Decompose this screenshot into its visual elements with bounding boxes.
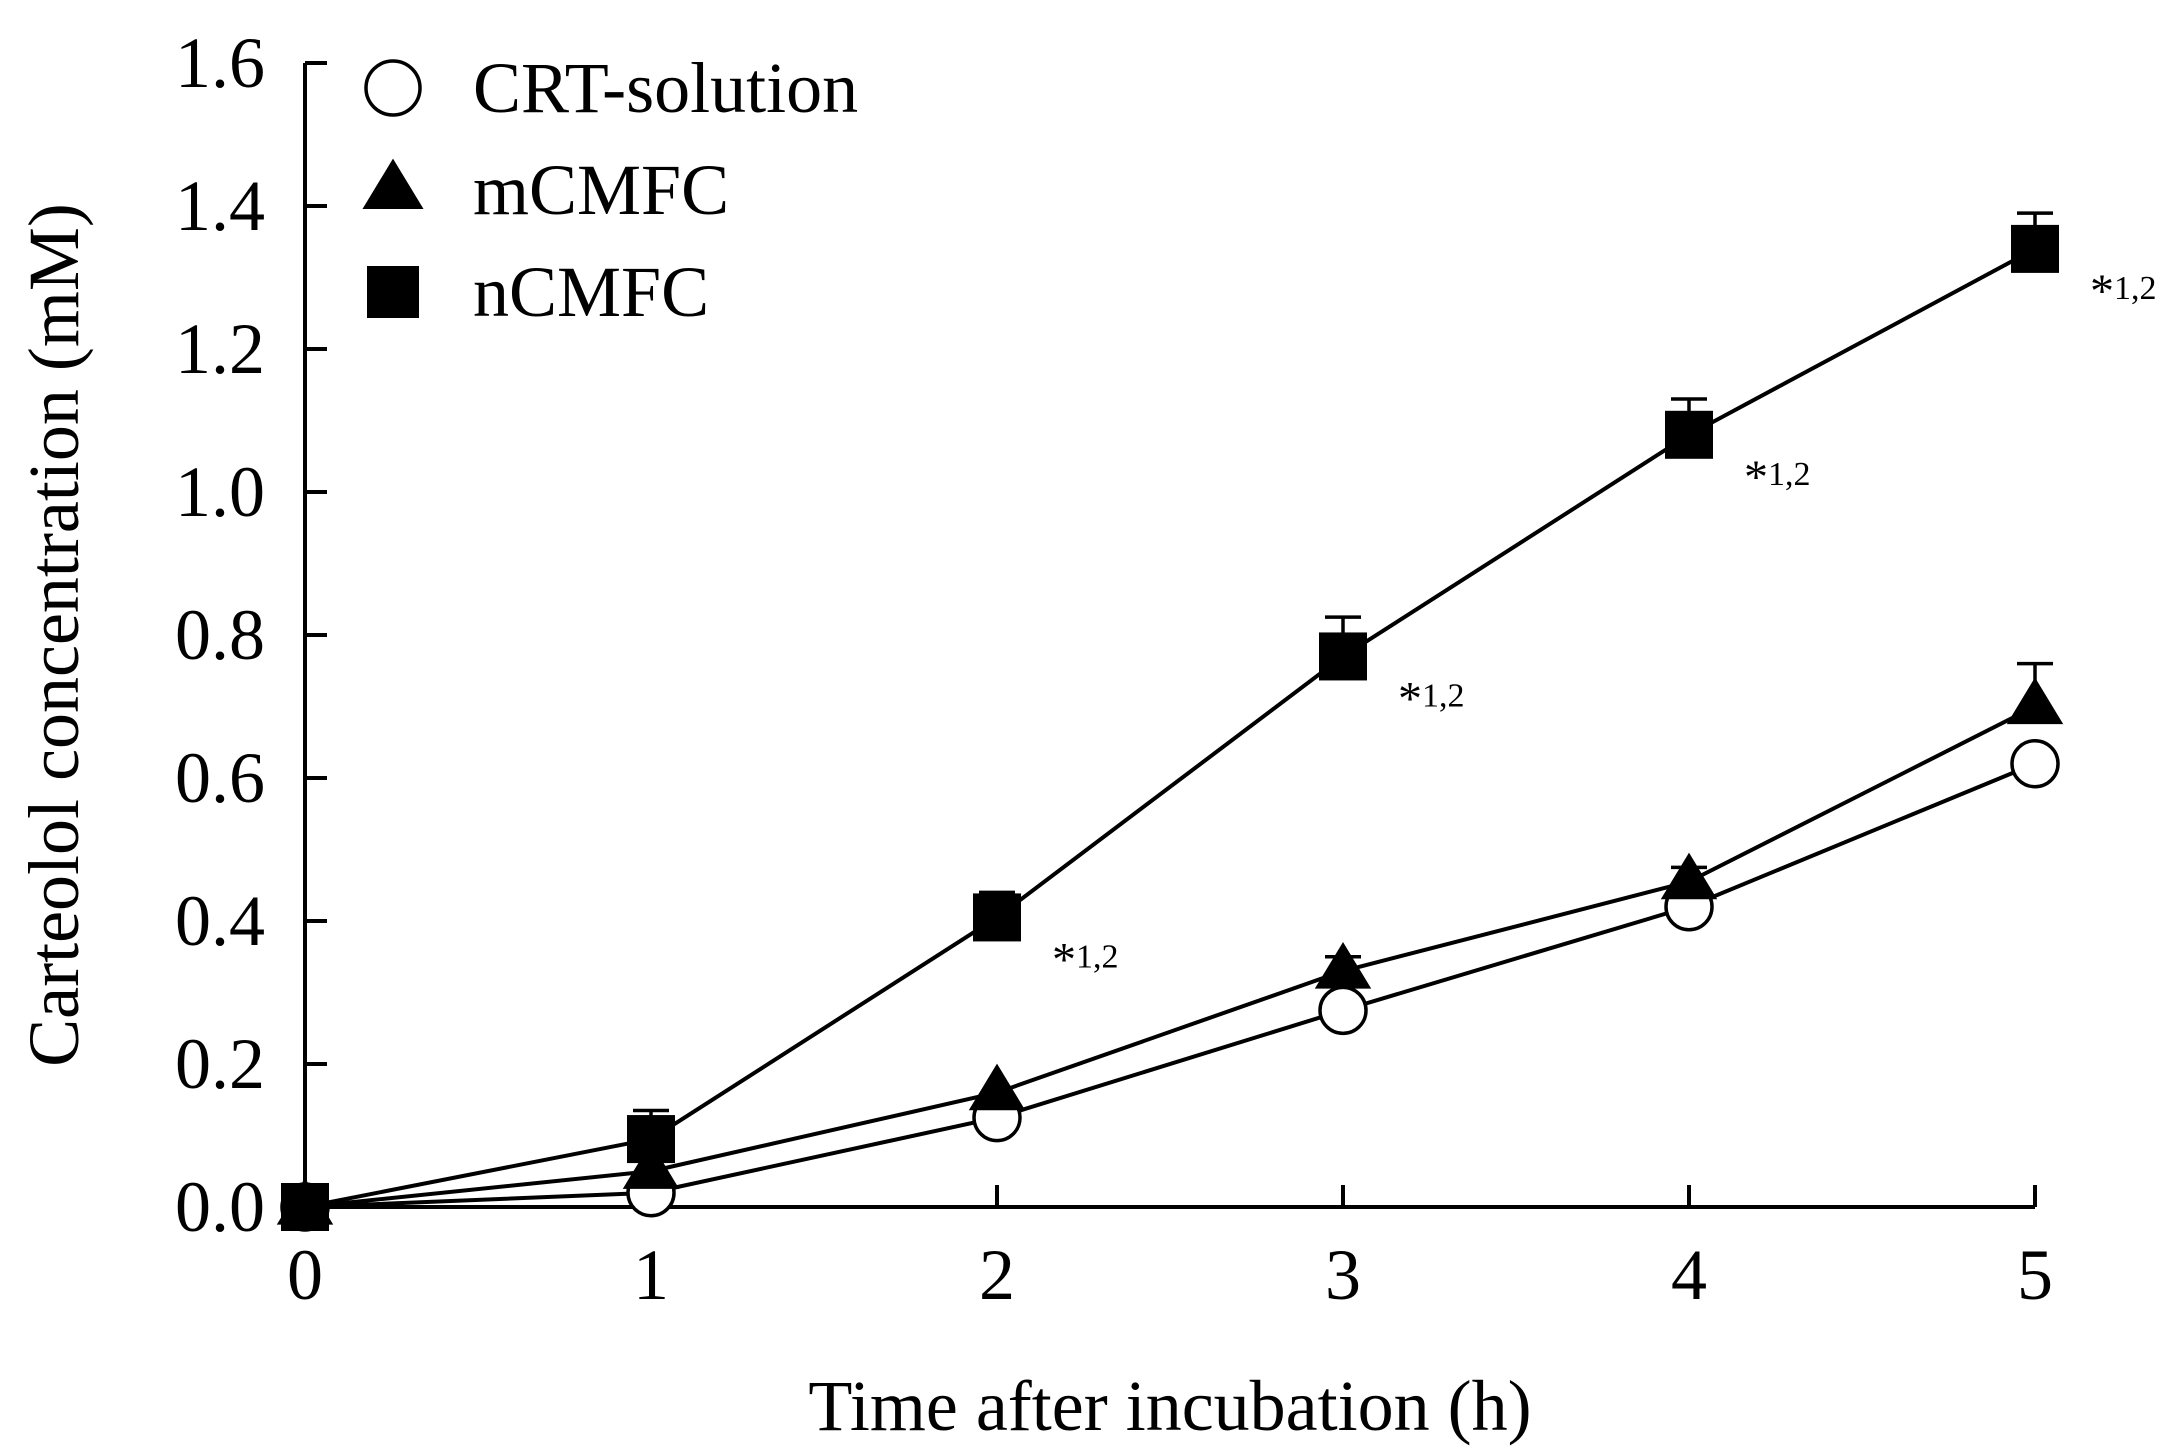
marker-ncmfc: [1319, 632, 1367, 681]
marker-mcmfc: [2006, 677, 2064, 725]
marker-mcmfc: [622, 1142, 680, 1189]
significance-annotation: *1,2: [2090, 265, 2157, 318]
marker-crt-solution: [2010, 738, 2060, 789]
marker-ncmfc: [1665, 410, 1713, 459]
y-tick-label: 0.8: [175, 595, 265, 675]
x-tick-label: 5: [2017, 1235, 2053, 1315]
ticks: 0.0 0.2 0.4 0.6 0.8 1.0 1.2 1.4 1.6 0 1 2 3 4 5: [175, 23, 2053, 1315]
y-tick-label: 1.2: [175, 309, 265, 389]
marker-ncmfc: [627, 1115, 675, 1164]
y-tick-label: 1.0: [175, 452, 265, 532]
legend: CRT-solution mCMFC nCMFC: [362, 48, 858, 332]
x-tick-label: 3: [1325, 1235, 1361, 1315]
marker-ncmfc: [281, 1183, 329, 1231]
legend-label: mCMFC: [473, 150, 729, 230]
significance-annotation: *1,2: [1744, 451, 1811, 504]
marker-crt-solution: [1318, 985, 1368, 1036]
series-line-crt-solution: [304, 761, 2036, 1209]
series-lines: [304, 247, 2036, 1209]
x-tick-label: 2: [979, 1235, 1015, 1315]
significance-annotation: *1,2: [1398, 672, 1465, 725]
x-axis-title: Time after incubation (h): [808, 1366, 1531, 1446]
marker-mcmfc: [1660, 852, 1718, 900]
marker-mcmfc: [968, 1063, 1026, 1111]
legend-marker-mcmfc: [362, 158, 424, 210]
x-tick-label: 4: [1671, 1235, 1707, 1315]
x-tick-label: 0: [287, 1235, 323, 1315]
axes: [303, 63, 2035, 1209]
marker-ncmfc: [973, 893, 1021, 942]
series-line-mcmfc: [304, 704, 2036, 1209]
y-axis-title: Carteolol concentration (mM): [14, 203, 94, 1067]
y-tick-label: 0.0: [175, 1167, 265, 1247]
significance-annotation: *1,2: [1052, 933, 1119, 986]
marker-ncmfc: [2011, 224, 2059, 273]
legend-marker-crt-solution: [364, 59, 422, 117]
annotations: *1,2 *1,2 *1,2 *1,2: [1052, 265, 2157, 987]
legend-marker-ncmfc: [367, 266, 419, 318]
y-tick-label: 1.4: [175, 166, 265, 246]
y-tick-label: 1.6: [175, 23, 265, 103]
x-tick-label: 1: [633, 1235, 669, 1315]
legend-label: CRT-solution: [473, 48, 858, 128]
markers: [276, 224, 2064, 1232]
legend-label: nCMFC: [473, 252, 709, 332]
y-tick-label: 0.6: [175, 738, 265, 818]
y-tick-label: 0.4: [175, 881, 265, 961]
series-line-ncmfc: [304, 247, 2036, 1209]
marker-mcmfc: [1314, 942, 1372, 989]
y-tick-label: 0.2: [175, 1024, 265, 1104]
